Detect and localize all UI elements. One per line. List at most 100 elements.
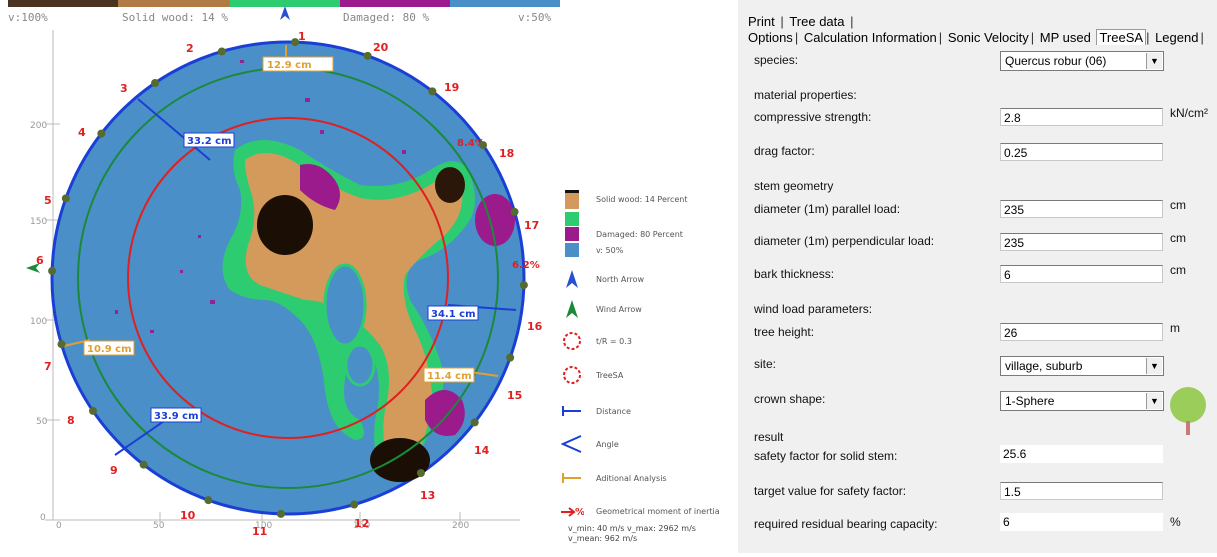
sensor-dot: [510, 207, 519, 216]
species-label: species:: [754, 53, 799, 67]
measure-upper-left: 33.2 cm: [187, 136, 232, 147]
treesa-circle-icon: [560, 364, 584, 386]
sensor-dot: [61, 194, 70, 203]
diameter-parallel-unit: cm: [1170, 198, 1186, 212]
target-label: target value for safety factor:: [754, 484, 907, 498]
chevron-down-icon[interactable]: ▼: [1146, 358, 1162, 374]
additional-analysis-icon: [560, 467, 584, 489]
sensor-dot: [350, 500, 359, 509]
sensor-dot: [519, 281, 528, 290]
solid-wood-label: Solid wood: 14 %: [122, 11, 228, 24]
sensor-dot: [217, 47, 226, 56]
distance-icon: [560, 400, 584, 422]
site-select[interactable]: village, suburb ▼: [1000, 356, 1164, 376]
bark-unit: cm: [1170, 263, 1186, 277]
legend-item: Distance: [560, 400, 631, 422]
diameter-parallel-label: diameter (1m) parallel load:: [754, 202, 901, 216]
height-unit: m: [1170, 321, 1180, 335]
diameter-perpendicular-input[interactable]: 235: [1000, 233, 1163, 251]
sensor-dot: [291, 38, 300, 47]
species-select[interactable]: Quercus robur (06) ▼: [1000, 51, 1164, 71]
site-label: site:: [754, 357, 777, 371]
sensor-dot: [48, 266, 57, 275]
sensor-label: 12: [354, 517, 369, 530]
x-tick: 150: [353, 521, 370, 531]
measure-left: 10.9 cm: [87, 344, 132, 355]
velocity-summary: v_min: 40 m/s v_max: 2962 m/s v_mean: 96…: [568, 524, 696, 543]
color-bar-dark: [8, 0, 118, 7]
sensor-label: 3: [120, 82, 128, 95]
tab-calculation-information[interactable]: Calculation Information: [803, 30, 937, 45]
north-arrow-icon: [280, 6, 290, 20]
safety-label: safety factor for solid stem:: [754, 449, 898, 463]
result-header: result: [754, 430, 784, 444]
target-safety-input[interactable]: 1.5: [1000, 482, 1163, 500]
sensor-label: 18: [499, 147, 514, 160]
crown-shape-select[interactable]: 1-Sphere ▼: [1000, 391, 1164, 411]
sensor-label: 1: [298, 30, 306, 43]
svg-text:%: %: [575, 507, 584, 518]
velocity-swatch: [560, 239, 584, 261]
tab-print[interactable]: Print: [748, 14, 775, 29]
legend-item: % Geometrical moment of inertia: [560, 500, 720, 522]
moment-arrow-icon: %: [560, 500, 584, 522]
diameter-parallel-input[interactable]: 235: [1000, 200, 1163, 218]
measure-right: 34.1 cm: [431, 309, 476, 320]
green-swatch: [560, 208, 584, 230]
tree-height-input[interactable]: 26: [1000, 323, 1163, 341]
sensor-label: 16: [527, 320, 543, 333]
measure-lower-left: 33.9 cm: [154, 411, 199, 422]
damaged-swatch: [560, 223, 584, 245]
tab-treesa[interactable]: TreeSA: [1096, 29, 1147, 45]
residual-unit: %: [1170, 515, 1181, 529]
y-tick: 100: [30, 317, 47, 327]
residual-capacity-value: 6: [1000, 513, 1163, 531]
tab-tree-data[interactable]: Tree data: [789, 14, 845, 29]
sensor-dot: [506, 353, 515, 362]
sensor-label: 17: [524, 219, 539, 232]
sensor-dot: [88, 406, 97, 415]
tab-row-1: Print | Tree data |: [748, 14, 854, 29]
tab-options[interactable]: Options: [748, 30, 793, 45]
color-bar-green: [230, 0, 340, 7]
sensor-dot: [97, 129, 106, 138]
sensor-label: 9: [110, 464, 118, 477]
drag-factor-input[interactable]: 0.25: [1000, 143, 1163, 161]
sensor-label: 20: [373, 41, 389, 54]
safety-factor-value: 25.6: [1000, 445, 1163, 463]
treesa-panel: Print | Tree data | Options | Calculation…: [738, 0, 1217, 553]
compressive-strength-input[interactable]: 2.8: [1000, 108, 1163, 126]
y-tick: 0: [40, 513, 46, 523]
legend-item: t/R = 0.3: [560, 330, 632, 352]
tab-legend[interactable]: Legend: [1155, 30, 1199, 45]
bark-thickness-input[interactable]: 6: [1000, 265, 1163, 283]
stem-header: stem geometry: [754, 179, 834, 193]
legend-item: Aditional Analysis: [560, 467, 667, 489]
sensor-dot: [276, 509, 285, 518]
color-bar-velocity: [450, 0, 560, 7]
sensor-label: 7: [44, 360, 52, 373]
tab-mp-used[interactable]: MP used: [1039, 30, 1091, 45]
wind-header: wind load parameters:: [754, 302, 873, 316]
sensor-label: 13: [420, 489, 435, 502]
tab-row-2: Options | Calculation Information | Sonic …: [748, 29, 1204, 45]
sensor-dot: [479, 141, 488, 150]
chevron-down-icon[interactable]: ▼: [1146, 393, 1162, 409]
diameter-perpendicular-unit: cm: [1170, 231, 1186, 245]
y-tick: 150: [30, 217, 47, 227]
legend-item: North Arrow: [560, 268, 644, 290]
wind-arrow-icon: [26, 263, 40, 273]
treesa-form: species: Quercus robur (06) ▼ material p…: [738, 50, 1217, 553]
sensor-label: 10: [180, 509, 196, 522]
legend-item: Angle: [560, 433, 619, 455]
solid-wood-swatch: [560, 188, 584, 210]
chevron-down-icon[interactable]: ▼: [1146, 53, 1162, 69]
x-tick: 0: [56, 521, 62, 531]
moment-18: 8.4%: [457, 138, 485, 149]
measure-top: 12.9 cm: [267, 60, 312, 71]
y-tick: 200: [30, 121, 47, 131]
tomogram-panel: v:100% Solid wood: 14 % Damaged: 80 % v:…: [0, 0, 567, 553]
tab-sonic-velocity[interactable]: Sonic Velocity: [947, 30, 1029, 45]
material-header: material properties:: [754, 88, 857, 102]
legend-item: Solid wood: 14 Percent: [560, 188, 688, 210]
